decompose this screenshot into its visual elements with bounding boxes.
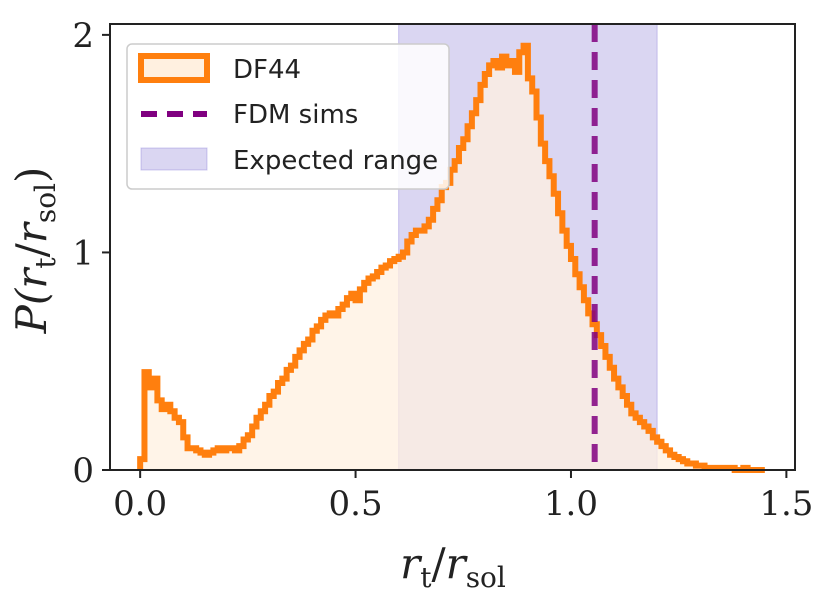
- x-axis-label: rt/rsol: [400, 539, 506, 594]
- legend-label-fdm: FDM sims: [233, 100, 358, 130]
- x-tick-label: 1.0: [544, 484, 598, 524]
- plot-frame: [109, 23, 796, 471]
- y-tick-label: 2: [72, 16, 94, 56]
- legend-label-range: Expected range: [233, 146, 438, 176]
- y-tick-label: 1: [72, 233, 94, 273]
- x-tick-label: 1.5: [759, 484, 813, 524]
- x-tick-label: 0.5: [329, 484, 383, 524]
- legend-swatch-df44: [138, 53, 210, 83]
- legend-swatch-range: [140, 147, 208, 171]
- y-tick-label: 0: [72, 451, 94, 491]
- y-axis-label: P(rt/rsol): [7, 167, 62, 335]
- legend-label-df44: DF44: [233, 55, 301, 85]
- ticks-group: 0.0 0.5 1.0 1.5 0 1 2: [72, 16, 813, 524]
- legend: DF44 FDM sims Expected range: [126, 43, 450, 190]
- x-tick-label: 0.0: [113, 484, 167, 524]
- histogram-outline: [137, 42, 765, 473]
